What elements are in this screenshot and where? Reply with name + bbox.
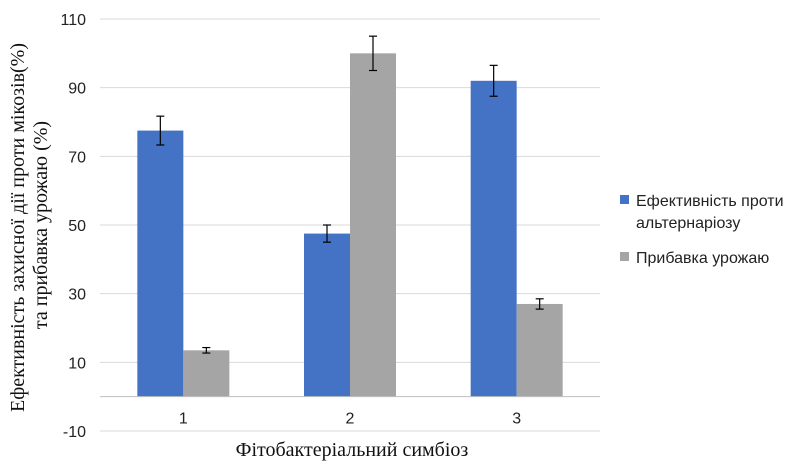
y-tick-label: 90 [68, 81, 86, 98]
y-tick-label: 10 [68, 355, 86, 372]
x-tick-label: 1 [179, 411, 188, 428]
legend-label-line: альтернаріозу [636, 215, 740, 232]
error-bars [156, 35, 544, 354]
bars [137, 53, 563, 397]
legend: Ефективність проти альтернаріозу Прибавка … [620, 193, 784, 267]
bar [350, 53, 396, 397]
y-axis-ticks: -10 10 30 50 70 90 110 [60, 12, 86, 441]
y-tick-label: 70 [68, 149, 86, 166]
legend-label: Ефективність проти альтернаріозу [636, 193, 784, 232]
bar [183, 350, 230, 397]
x-axis-title: Фітобактеріальний симбіоз [236, 439, 469, 461]
x-tick-label: 3 [512, 411, 521, 428]
y-tick-label: -10 [63, 424, 86, 441]
bar [516, 303, 563, 397]
x-axis-ticks: 1 2 3 [179, 411, 521, 428]
legend-label-line: Ефективність проти [636, 193, 784, 210]
y-tick-label: 50 [68, 218, 86, 235]
bar [137, 130, 184, 397]
legend-label-line: Прибавка урожаю [636, 250, 769, 267]
bar [304, 233, 350, 397]
bar [470, 80, 517, 397]
x-tick-label: 2 [346, 411, 355, 428]
y-tick-label: 30 [68, 287, 86, 304]
y-axis-title-line-1: Ефективність захисної дії проти мікозів(… [7, 43, 29, 412]
legend-label: Прибавка урожаю [636, 250, 769, 267]
y-axis-title: Ефективність захисної дії проти мікозів(… [7, 38, 52, 412]
y-axis-title-line-2: та прибавка урожаю (%) [30, 121, 52, 329]
y-tick-label: 110 [60, 12, 86, 29]
legend-swatch [620, 195, 629, 204]
legend-swatch [620, 252, 629, 261]
